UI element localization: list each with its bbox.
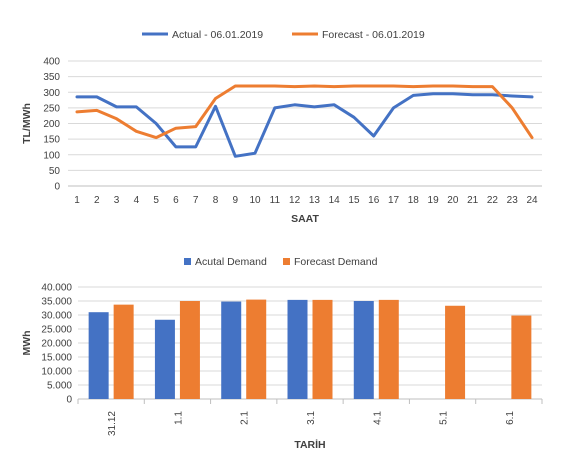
y-tick-label: 40.000 (41, 283, 72, 294)
x-tick-label: 23 (507, 195, 519, 206)
bar-forecast-demand (445, 305, 466, 399)
x-tick-label: 12 (289, 195, 301, 206)
x-tick-label: 11 (270, 195, 281, 206)
legend-swatch-actual-demand (184, 258, 191, 265)
x-tick-label: 15 (348, 195, 360, 206)
x-tick-label: 9 (232, 195, 238, 206)
x-tick-label: 22 (487, 195, 499, 206)
y-tick-label: 0 (54, 182, 60, 193)
x-tick-label: 1.1 (173, 411, 184, 425)
x-tick-label: 3 (114, 195, 120, 206)
y-tick-label: 200 (43, 119, 60, 130)
bar-forecast-demand (179, 301, 200, 399)
y-tick-label: 15.000 (41, 353, 72, 364)
x-tick-label: 2.1 (240, 411, 251, 425)
x-tick-label: 14 (329, 195, 341, 206)
x-tick-label: 20 (447, 195, 459, 206)
y-tick-label: 20.000 (41, 339, 72, 350)
legend-swatch-forecast-demand (283, 258, 290, 265)
legend-label-forecast-demand: Forecast Demand (294, 256, 378, 268)
x-tick-label: 7 (193, 195, 199, 206)
bar-actual-demand (287, 299, 308, 399)
bar-forecast-demand (246, 299, 267, 399)
y-tick-label: 150 (43, 135, 60, 146)
legend-label-actual-demand: Acutal Demand (195, 256, 267, 268)
y-tick-label: 10.000 (41, 367, 72, 378)
x-tick-label: 5.1 (439, 411, 450, 425)
x-tick-label: 19 (428, 195, 440, 206)
legend-label-actual: Actual - 06.01.2019 (172, 29, 263, 41)
bar-actual-demand (88, 312, 109, 399)
bar-actual-demand (221, 301, 242, 399)
y-tick-label: 100 (43, 150, 60, 161)
x-tick-label: 3.1 (306, 411, 317, 425)
line-legend: Actual - 06.01.2019 Forecast - 06.01.2019 (142, 29, 425, 41)
x-tick-label: 16 (368, 195, 380, 206)
bar-forecast-demand (511, 315, 532, 399)
y-tick-label: 350 (43, 72, 60, 83)
x-axis-title: TARİH (294, 438, 325, 451)
line-chart: Actual - 06.01.2019 Forecast - 06.01.2019… (21, 29, 542, 225)
x-tick-label: 1 (74, 195, 80, 206)
x-tick-label: 4 (134, 195, 140, 206)
x-tick-label: 8 (213, 195, 219, 206)
y-tick-label: 0 (66, 395, 72, 406)
x-tick-label: 24 (526, 195, 538, 206)
x-tick-label: 18 (408, 195, 420, 206)
bar-forecast-demand (378, 299, 399, 399)
x-tick-label: 2 (94, 195, 100, 206)
y-axis-title: MWh (21, 330, 33, 355)
bar-legend: Acutal Demand Forecast Demand (184, 256, 378, 268)
x-tick-label: 31.12 (107, 411, 118, 436)
x-tick-label: 13 (309, 195, 321, 206)
bar-forecast-demand (312, 299, 333, 399)
y-tick-label: 250 (43, 103, 60, 114)
series-line-actual (75, 92, 534, 158)
y-tick-label: 30.000 (41, 311, 72, 322)
bar-forecast-demand (113, 304, 134, 399)
x-tick-label: 4.1 (372, 411, 383, 425)
legend-label-forecast: Forecast - 06.01.2019 (322, 29, 425, 41)
y-tick-label: 5.000 (47, 381, 72, 392)
x-tick-label: 5 (153, 195, 159, 206)
y-tick-label: 400 (43, 57, 60, 68)
x-tick-label: 6.1 (505, 411, 516, 425)
y-tick-label: 300 (43, 88, 60, 99)
y-axis-title: TL/MWh (21, 103, 33, 144)
bar-actual-demand (353, 301, 374, 399)
y-tick-label: 35.000 (41, 297, 72, 308)
x-axis-title: SAAT (291, 213, 319, 225)
x-tick-label: 17 (388, 195, 400, 206)
x-tick-label: 21 (467, 195, 479, 206)
y-tick-label: 50 (49, 166, 61, 177)
series-line-forecast (75, 84, 534, 140)
y-tick-label: 25.000 (41, 325, 72, 336)
x-tick-label: 6 (173, 195, 179, 206)
x-tick-label: 10 (249, 195, 261, 206)
bar-actual-demand (154, 319, 175, 399)
bar-chart: Acutal Demand Forecast Demand 0 5.000 10.000… (21, 256, 543, 451)
